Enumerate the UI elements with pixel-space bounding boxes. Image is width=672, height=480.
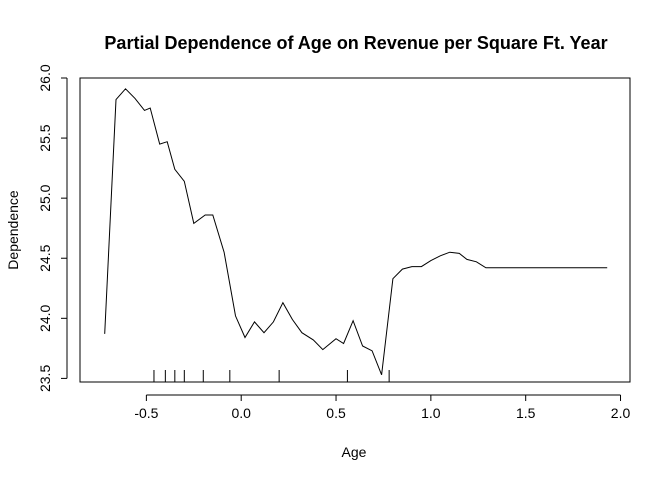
plot-box (79, 77, 631, 383)
x-tick-label: 0.5 (326, 405, 346, 421)
y-tick-label: 24.5 (37, 244, 53, 271)
y-axis: 23.5 24.0 24.5 25.0 25.5 26.0 (37, 64, 67, 392)
x-tick-label: -0.5 (134, 405, 158, 421)
rug-marks (153, 370, 390, 382)
series-line (104, 88, 608, 375)
y-tick-label: 26.0 (37, 64, 53, 91)
y-tick-label: 23.5 (37, 365, 53, 392)
x-tick-label: 1.5 (516, 405, 536, 421)
y-axis-label: Dependence (5, 190, 21, 270)
y-tick-label: 25.0 (37, 184, 53, 211)
x-axis-label: Age (342, 444, 367, 460)
x-tick-label: 0.0 (231, 405, 251, 421)
x-tick-label: 2.0 (611, 405, 631, 421)
y-tick-label: 25.5 (37, 124, 53, 151)
x-axis: -0.5 0.0 0.5 1.0 1.5 2.0 (134, 395, 630, 421)
x-tick-label: 1.0 (421, 405, 441, 421)
series-group (104, 88, 608, 375)
y-tick-label: 24.0 (37, 304, 53, 331)
chart-title: Partial Dependence of Age on Revenue per… (104, 33, 607, 53)
